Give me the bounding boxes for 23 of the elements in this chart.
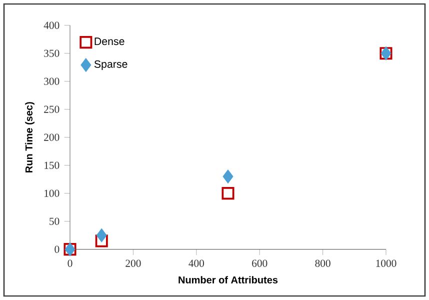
x-tick-label: 0 (68, 260, 72, 267)
x-tick-label: 200 (126, 260, 141, 267)
y-tick-label: 300 (44, 78, 60, 85)
y-tick-label: 50 (50, 218, 60, 225)
legend-label: Sparse (94, 60, 128, 70)
x-tick-label: 1000 (376, 260, 396, 267)
y-tick-label: 400 (44, 22, 60, 29)
y-tick-label: 150 (44, 162, 60, 169)
y-tick-label: 350 (44, 50, 60, 57)
point (222, 187, 234, 200)
point (95, 234, 108, 248)
y-axis-title: Run Time (sec) (25, 102, 34, 172)
x-tick-label: 400 (188, 260, 204, 267)
legend-label: Dense (94, 38, 124, 46)
x-tick-label: 800 (315, 260, 330, 267)
x-axis-title: Number of Attributes (178, 276, 278, 284)
point (96, 228, 107, 242)
point (222, 170, 234, 184)
x-tick-label: 600 (252, 260, 268, 267)
y-tick-label: 200 (44, 134, 60, 141)
y-tick-label: 250 (44, 106, 60, 113)
y-tick-label: 100 (44, 190, 60, 197)
y-tick-label: 0 (54, 246, 60, 253)
